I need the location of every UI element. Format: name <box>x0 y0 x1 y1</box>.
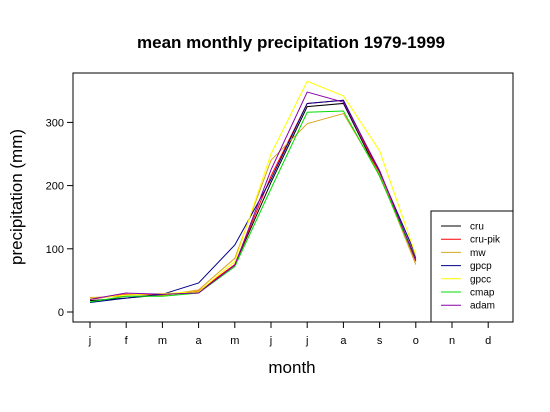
x-tick-label: m <box>158 335 167 347</box>
series-line-gpcp <box>89 99 417 304</box>
y-tick-label: 0 <box>58 307 64 319</box>
y-tick-label: 100 <box>46 244 64 256</box>
series-line-cru-pik <box>89 99 417 300</box>
x-tick-label: a <box>196 335 203 347</box>
x-tick-label: j <box>305 335 308 347</box>
x-tick-label: d <box>485 335 491 347</box>
plot-frame <box>72 72 514 323</box>
x-axis-label: month <box>268 358 315 377</box>
x-tick-label: f <box>125 335 129 347</box>
series-layer <box>89 80 417 304</box>
legend-label-gpcp: gpcp <box>470 261 492 272</box>
x-tick-label: j <box>269 335 272 347</box>
x-tick-label: n <box>449 335 455 347</box>
legend-label-mw: mw <box>470 248 486 259</box>
y-tick-label: 300 <box>46 117 64 129</box>
series-line-gpcc <box>89 80 417 300</box>
legend-box <box>430 210 514 323</box>
x-tick-label: j <box>88 335 91 347</box>
series-line-cmap <box>89 110 417 303</box>
series-line-cru <box>89 102 417 302</box>
x-tick-label: a <box>340 335 347 347</box>
y-tick-label: 200 <box>46 181 64 193</box>
x-tick-label: o <box>413 335 419 347</box>
legend-label-cru: cru <box>470 222 484 233</box>
legend-label-cmap: cmap <box>470 288 495 299</box>
series-line-adam <box>89 91 417 300</box>
series-line-mw <box>89 112 417 298</box>
legend: cru cru-pik mw gpcp gpcc cmap adam <box>430 210 514 323</box>
legend-label-cru-pik: cru-pik <box>470 235 501 246</box>
y-axis-label: precipitation (mm) <box>7 129 26 265</box>
y-axis: 0 100 200 300 <box>46 117 73 319</box>
chart-title: mean monthly precipitation 1979-1999 <box>137 33 445 52</box>
legend-label-gpcc: gpcc <box>470 274 491 285</box>
legend-label-adam: adam <box>470 301 495 312</box>
x-tick-label: m <box>230 335 239 347</box>
x-tick-label: s <box>377 335 383 347</box>
